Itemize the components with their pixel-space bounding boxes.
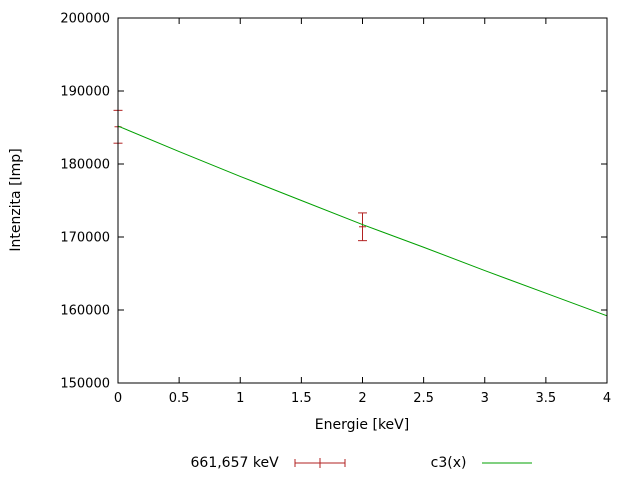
fit-line-c3(x)	[117, 125, 608, 317]
legend-label-errorbars: 661,657 keV	[190, 455, 279, 471]
x-tick-label: 3	[481, 391, 489, 406]
x-tick-label: 0.5	[169, 391, 190, 406]
x-axis-label: Energie [keV]	[314, 417, 410, 433]
x-tick-label: 2.5	[413, 391, 434, 406]
x-tick-label: 2	[358, 391, 366, 406]
errorbar-sample-icon	[294, 458, 346, 468]
x-tick-label: 1.5	[291, 391, 312, 406]
line-sample-icon	[482, 462, 533, 464]
y-axis-label: Intenzita [Imp]	[8, 148, 24, 252]
y-tick-label: 170000	[60, 231, 110, 246]
x-tick-label: 1	[236, 391, 244, 406]
y-tick-label: 160000	[60, 304, 110, 319]
y-tick-label: 180000	[60, 158, 110, 173]
legend-entry-errorbars: 661,657 keV	[191, 455, 347, 471]
legend-label-line: c3(x)	[430, 455, 467, 471]
legend-entry-line: c3(x)	[431, 455, 535, 471]
plot-border	[117, 17, 608, 384]
x-tick-label: 3.5	[536, 391, 557, 406]
y-tick-label: 150000	[60, 377, 110, 392]
legend: 661,657 keV c3(x)	[118, 452, 607, 474]
y-tick-label: 200000	[60, 12, 110, 27]
y-tick-label: 190000	[60, 85, 110, 100]
x-tick-label: 0	[114, 391, 122, 406]
x-tick-label: 4	[603, 391, 611, 406]
